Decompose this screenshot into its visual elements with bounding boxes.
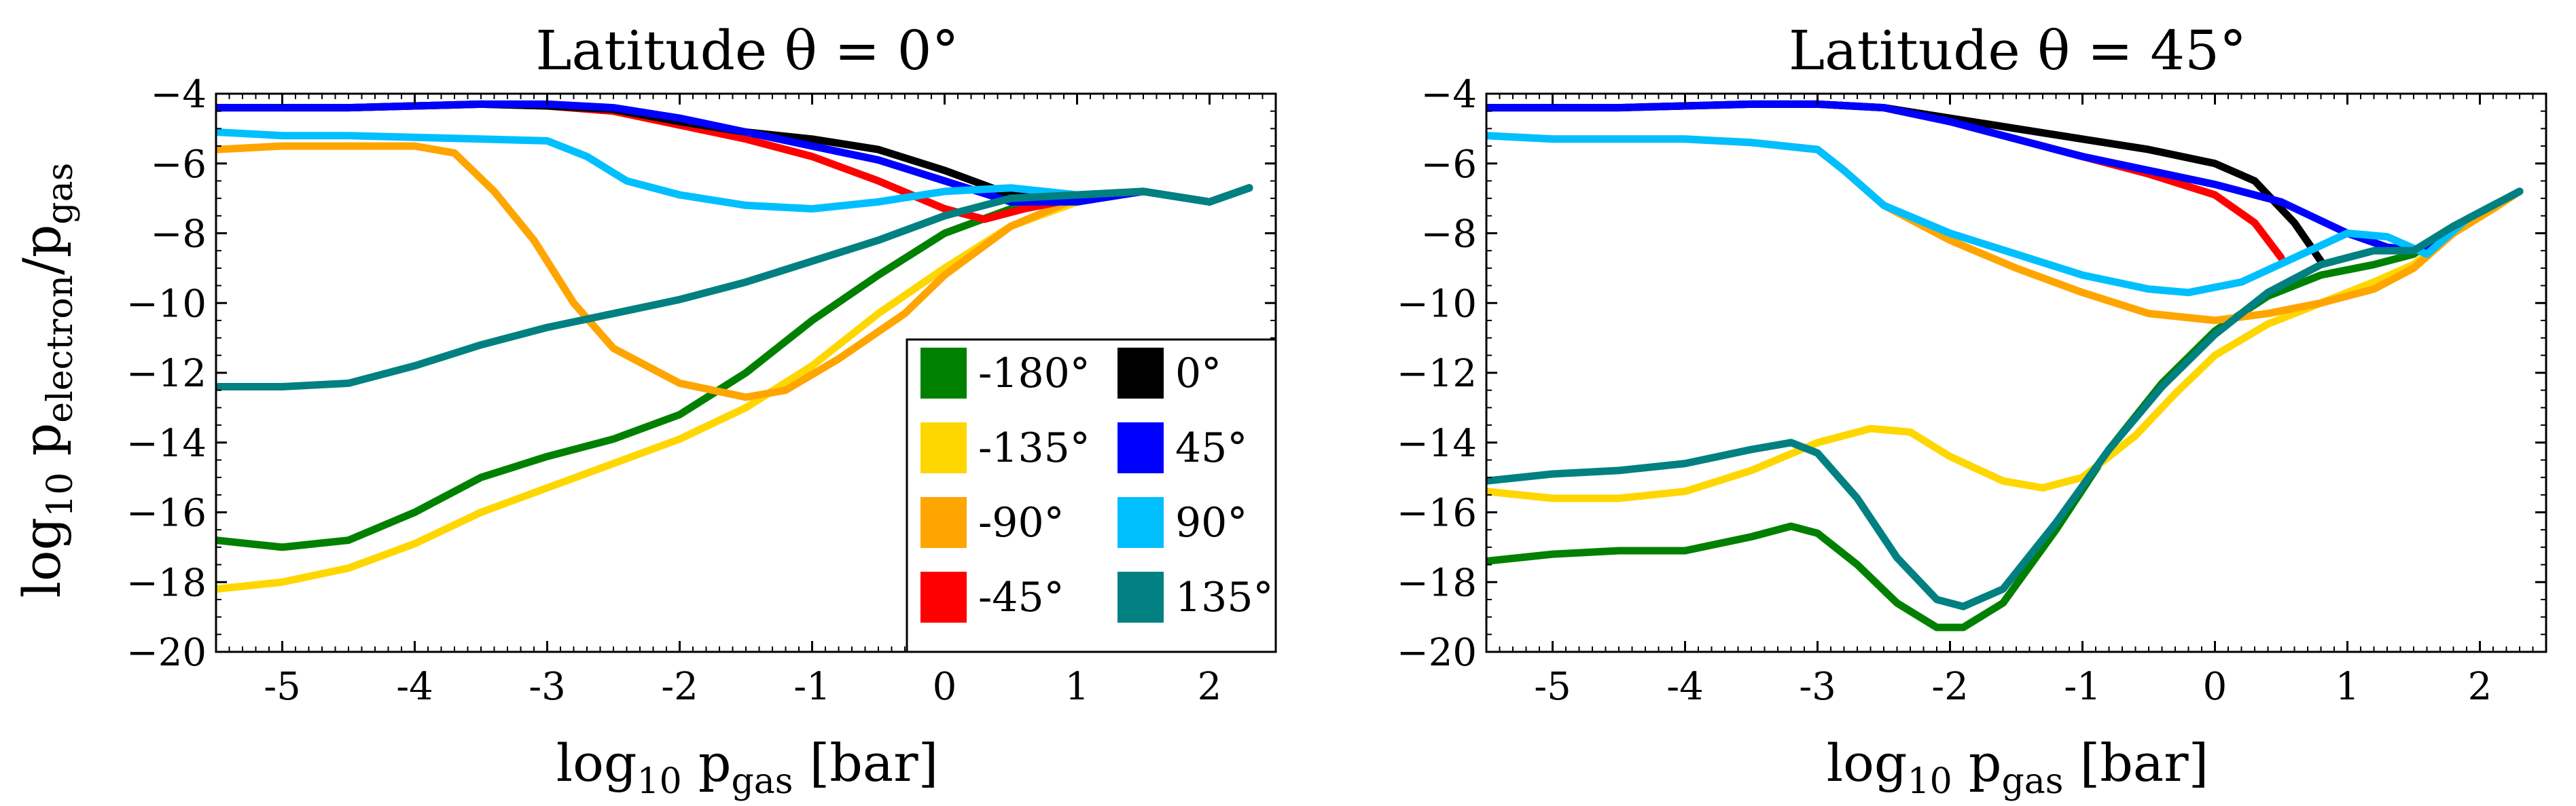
- legend-label: -135°: [978, 424, 1090, 472]
- x-tick-label: 1: [2336, 665, 2360, 709]
- legend-label: 90°: [1175, 499, 1247, 547]
- series-line-45deg: [216, 100, 1253, 206]
- legend-swatch: [1117, 422, 1164, 473]
- y-tick-label: −12: [126, 352, 207, 396]
- legend-label: 135°: [1175, 574, 1274, 621]
- x-tick-label: 1: [1065, 665, 1090, 709]
- x-tick-label: -2: [1931, 665, 1969, 709]
- legend-box: [906, 338, 1277, 653]
- series-line-135deg: [216, 184, 1253, 390]
- legend: -180° -135° -90° -45° 0° 45° 90° 135°: [906, 338, 1277, 653]
- x-tick-label: -1: [793, 665, 831, 709]
- y-tick-label: −8: [1420, 213, 1477, 257]
- series-line-0deg: [216, 100, 1253, 206]
- panel-latitude-45: Latitude θ = 45° -5 -4 -3 -2 -1 0 1 2 −20 −18 −16 −…: [1397, 19, 2547, 802]
- legend-label: -90°: [978, 499, 1065, 547]
- x-tick-label: 2: [2468, 665, 2492, 709]
- legend-label: 45°: [1175, 424, 1247, 472]
- x-tick-label: -2: [661, 665, 698, 709]
- legend-swatch: [1117, 497, 1164, 548]
- legend-swatch: [920, 572, 967, 623]
- chart-title: Latitude θ = 0°: [535, 19, 959, 82]
- x-tick-label: -3: [1799, 665, 1836, 709]
- series-layer: [216, 100, 1253, 593]
- x-tick-label: -1: [2064, 665, 2101, 709]
- ticks-layer: -5 -4 -3 -2 -1 0 1 2 −20 −18 −16 −14 −12 −10 −8 −6 −4: [1397, 73, 2547, 709]
- x-tick-label: -4: [1666, 665, 1704, 709]
- y-tick-label: −18: [126, 561, 207, 605]
- x-axis-label: log10 pgas [bar]: [556, 733, 938, 802]
- x-tick-label: 0: [933, 665, 957, 709]
- series-line--180deg: [1486, 187, 2524, 631]
- y-axis-label: log10 pelectron/pgas: [12, 163, 81, 598]
- y-tick-label: −4: [150, 73, 207, 117]
- y-tick-label: −6: [1420, 143, 1477, 187]
- legend-label: -45°: [978, 574, 1065, 621]
- series-line--45deg: [1486, 100, 2285, 261]
- y-tick-label: −10: [126, 282, 207, 326]
- y-tick-label: −20: [1397, 631, 1477, 675]
- y-tick-label: −16: [1397, 492, 1477, 536]
- y-tick-label: −14: [1397, 422, 1477, 466]
- series-layer: [1486, 100, 2524, 631]
- y-tick-label: −12: [1397, 352, 1477, 396]
- y-tick-label: −8: [150, 213, 207, 257]
- legend-swatch: [1117, 572, 1164, 623]
- x-tick-label: -5: [264, 665, 301, 709]
- legend-swatch: [920, 497, 967, 548]
- series-line-135deg: [1486, 187, 2524, 610]
- y-tick-label: −14: [126, 422, 207, 466]
- x-tick-label: 2: [1198, 665, 1222, 709]
- y-tick-label: −16: [126, 492, 207, 536]
- y-tick-label: −6: [150, 143, 207, 187]
- legend-swatch: [920, 348, 967, 399]
- x-tick-label: -5: [1534, 665, 1571, 709]
- x-axis-label: log10 pgas [bar]: [1827, 733, 2208, 802]
- x-tick-label: -4: [396, 665, 433, 709]
- y-tick-label: −20: [126, 631, 207, 675]
- y-tick-label: −4: [1420, 73, 1477, 117]
- y-tick-label: −18: [1397, 561, 1477, 605]
- legend-label: 0°: [1175, 350, 1221, 397]
- legend-entries: -180° -135° -90° -45° 0° 45° 90° 135°: [920, 348, 1274, 623]
- series-line--90deg: [1486, 132, 2524, 325]
- panel-latitude-0: Latitude θ = 0° -5 -4 -3 -2 -1 0 1 2 −20 −18 −16 −1…: [12, 19, 1277, 802]
- legend-swatch: [920, 422, 967, 473]
- legend-label: -180°: [978, 350, 1090, 397]
- y-tick-label: −10: [1397, 282, 1477, 326]
- x-tick-label: 0: [2203, 665, 2228, 709]
- series-line--135deg: [1486, 187, 2524, 502]
- legend-swatch: [1117, 348, 1164, 399]
- x-tick-label: -3: [529, 665, 566, 709]
- chart-title: Latitude θ = 45°: [1789, 19, 2247, 82]
